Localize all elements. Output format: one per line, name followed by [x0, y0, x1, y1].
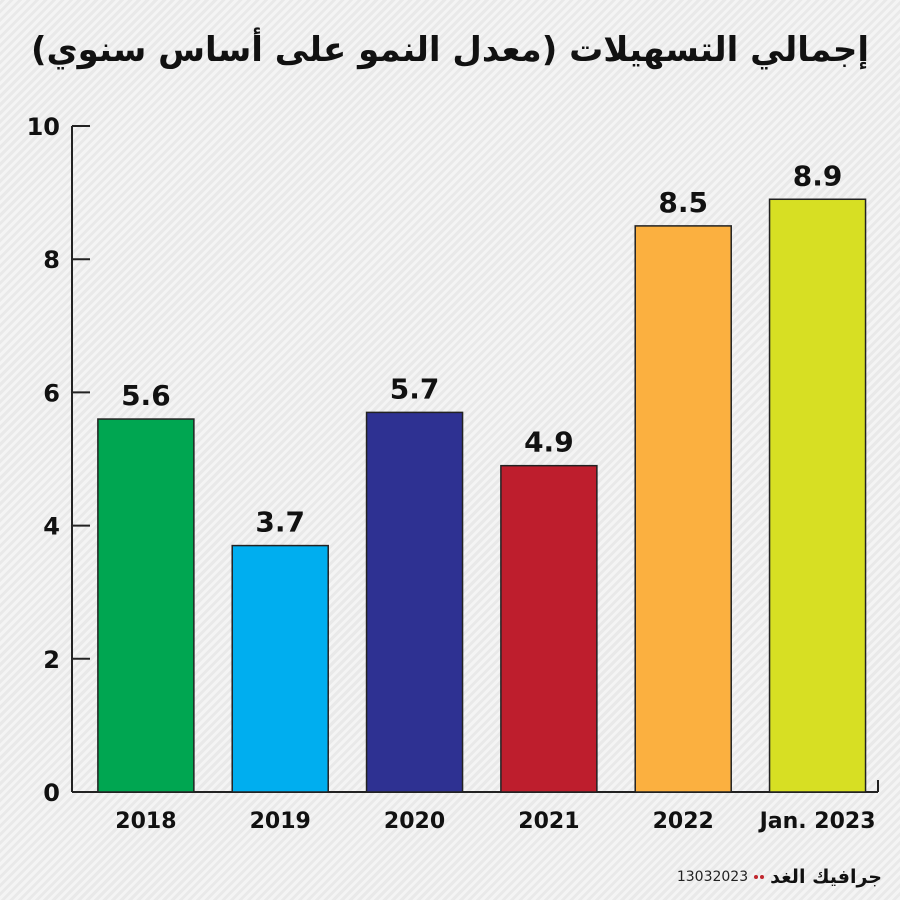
bar-value-label: 5.7	[390, 372, 440, 405]
y-tick-label: 6	[43, 379, 60, 407]
footer-code: 13032023	[676, 869, 749, 885]
bar-jan-2023	[768, 198, 867, 793]
x-tick-label: 2021	[518, 809, 579, 834]
x-tick-label: Jan. 2023	[758, 809, 876, 834]
chart-title: إجمالي التسهيلات (معدل النمو على أساس سن…	[30, 30, 870, 70]
x-tick-label: 2022	[653, 809, 714, 834]
y-tick-label: 0	[43, 779, 60, 807]
brand-mark-icon	[754, 875, 765, 879]
y-tick-label: 10	[27, 113, 60, 141]
bar-2019	[231, 544, 329, 793]
y-tick-label: 8	[43, 246, 60, 274]
footer-brand: جرافيك الغد	[770, 866, 882, 888]
bar-value-label: 8.9	[793, 159, 843, 192]
x-tick-label: 2018	[115, 809, 176, 834]
x-tick-label: 2019	[250, 809, 311, 834]
bar-2022	[634, 225, 732, 793]
footer: 13032023 جرافيك الغد	[677, 866, 882, 888]
bar-value-label: 5.6	[121, 379, 171, 412]
bar-2020	[365, 411, 464, 793]
y-tick-label: 2	[43, 646, 60, 674]
bar-value-label: 8.5	[658, 186, 708, 219]
y-tick-label: 4	[43, 513, 60, 541]
bar-value-label: 4.9	[524, 426, 574, 459]
bar-value-label: 3.7	[255, 506, 305, 539]
bar-2021	[500, 464, 598, 793]
x-tick-label: 2020	[384, 809, 445, 834]
bar-2018	[97, 418, 195, 793]
